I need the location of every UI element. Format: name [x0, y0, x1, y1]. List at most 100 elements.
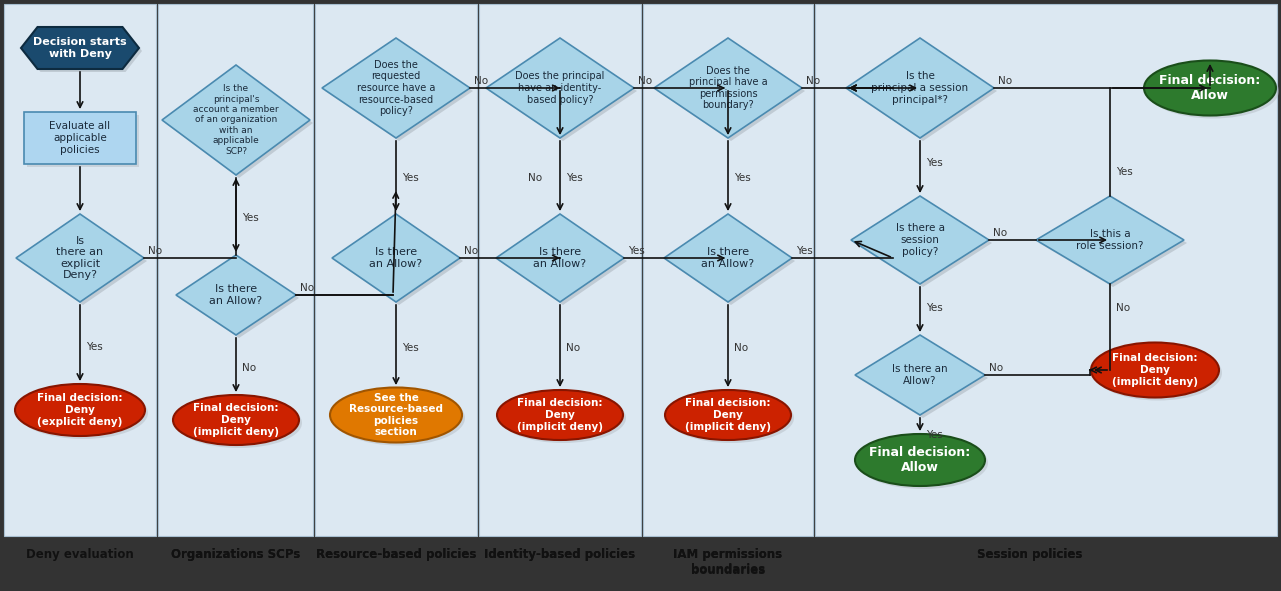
Polygon shape [489, 41, 637, 141]
Text: Is there
an Allow?: Is there an Allow? [209, 284, 263, 306]
Text: Is the
principal's
account a member
of an organization
with an
applicable
SCP?: Is the principal's account a member of a… [193, 85, 279, 155]
Text: Identity-based policies: Identity-based policies [484, 548, 635, 561]
Polygon shape [849, 41, 997, 141]
FancyBboxPatch shape [815, 4, 1277, 536]
Text: No: No [1116, 303, 1130, 313]
Text: Is the
principal a session
principal*?: Is the principal a session principal*? [871, 72, 968, 105]
Text: No: No [242, 363, 256, 373]
Text: Does the principal
have an identity-
based policy?: Does the principal have an identity- bas… [515, 72, 605, 105]
Text: Yes: Yes [566, 173, 583, 183]
Text: Final decision:
Allow: Final decision: Allow [870, 446, 971, 474]
Text: No: No [149, 246, 163, 256]
Text: Resource-based policies: Resource-based policies [316, 548, 477, 561]
Ellipse shape [175, 398, 302, 448]
Polygon shape [19, 217, 147, 305]
FancyBboxPatch shape [643, 4, 813, 536]
Polygon shape [667, 217, 796, 305]
Text: Yes: Yes [926, 158, 943, 168]
Text: Is there
an Allow?: Is there an Allow? [702, 247, 755, 269]
Polygon shape [655, 38, 802, 138]
Text: Does the
principal have a
permissions
boundary?: Does the principal have a permissions bo… [689, 66, 767, 111]
Polygon shape [858, 338, 988, 418]
FancyBboxPatch shape [24, 112, 136, 164]
Polygon shape [332, 214, 460, 302]
Text: Is there
an Allow?: Is there an Allow? [533, 247, 587, 269]
Text: No: No [734, 343, 748, 353]
Text: No: No [638, 76, 652, 86]
Ellipse shape [1146, 63, 1278, 119]
Text: IAM permissions
boundaries: IAM permissions boundaries [674, 548, 783, 576]
Ellipse shape [665, 390, 790, 440]
Text: No: No [806, 76, 820, 86]
Polygon shape [496, 214, 624, 302]
Ellipse shape [173, 395, 298, 445]
Text: Session policies: Session policies [977, 548, 1082, 561]
Text: Yes: Yes [628, 246, 644, 256]
Text: Final decision:
Allow: Final decision: Allow [1159, 74, 1261, 102]
Polygon shape [24, 30, 142, 72]
Text: No: No [528, 173, 542, 183]
Polygon shape [845, 38, 994, 138]
Text: Yes: Yes [242, 213, 259, 223]
Text: See the
Resource-based
policies
section: See the Resource-based policies section [348, 392, 443, 437]
FancyBboxPatch shape [4, 4, 156, 536]
Text: Yes: Yes [402, 343, 419, 353]
Text: Resource-based policies: Resource-based policies [316, 548, 477, 561]
Polygon shape [175, 255, 296, 335]
Text: Final decision:
Deny
(implicit deny): Final decision: Deny (implicit deny) [1112, 353, 1198, 387]
Ellipse shape [667, 393, 794, 443]
FancyBboxPatch shape [158, 4, 313, 536]
Polygon shape [165, 68, 313, 178]
Text: IAM permissions
boundaries: IAM permissions boundaries [674, 548, 783, 577]
Text: Evaluate all
applicable
policies: Evaluate all applicable policies [50, 121, 110, 155]
Polygon shape [1039, 199, 1187, 287]
Polygon shape [325, 41, 473, 141]
Polygon shape [664, 214, 792, 302]
Text: Final decision:
Deny
(explicit deny): Final decision: Deny (explicit deny) [37, 394, 123, 427]
Polygon shape [851, 196, 989, 284]
Text: No: No [464, 246, 478, 256]
Ellipse shape [854, 434, 985, 486]
Polygon shape [657, 41, 804, 141]
Text: Identity-based policies: Identity-based policies [484, 548, 635, 561]
Ellipse shape [15, 384, 145, 436]
FancyBboxPatch shape [27, 115, 140, 167]
Text: Is there an
Allow?: Is there an Allow? [892, 364, 948, 386]
Polygon shape [336, 217, 462, 305]
Polygon shape [161, 65, 310, 175]
Text: Is there a
session
policy?: Is there a session policy? [895, 223, 944, 256]
Polygon shape [1036, 196, 1184, 284]
Polygon shape [322, 38, 470, 138]
Text: Final decision:
Deny
(implicit deny): Final decision: Deny (implicit deny) [518, 398, 603, 431]
Text: Is
there an
explicit
Deny?: Is there an explicit Deny? [56, 236, 104, 280]
Text: Yes: Yes [926, 430, 943, 440]
Text: Yes: Yes [1116, 167, 1132, 177]
FancyBboxPatch shape [315, 4, 477, 536]
Ellipse shape [1144, 60, 1276, 115]
FancyBboxPatch shape [479, 4, 640, 536]
Polygon shape [500, 217, 626, 305]
Polygon shape [854, 199, 991, 287]
Text: Yes: Yes [796, 246, 812, 256]
Ellipse shape [330, 388, 462, 443]
Text: No: No [998, 76, 1012, 86]
Ellipse shape [497, 390, 623, 440]
Polygon shape [179, 258, 298, 338]
Text: Organizations SCPs: Organizations SCPs [172, 548, 301, 561]
Polygon shape [854, 335, 985, 415]
Text: Yes: Yes [734, 173, 751, 183]
Text: Is there
an Allow?: Is there an Allow? [369, 247, 423, 269]
Text: No: No [993, 228, 1007, 238]
Text: Deny evaluation: Deny evaluation [26, 548, 135, 561]
Ellipse shape [18, 387, 149, 439]
Ellipse shape [333, 391, 465, 446]
Text: No: No [566, 343, 580, 353]
Text: Yes: Yes [402, 173, 419, 183]
Text: No: No [300, 283, 314, 293]
Text: Is this a
role session?: Is this a role session? [1076, 229, 1144, 251]
Text: Final decision:
Deny
(implicit deny): Final decision: Deny (implicit deny) [685, 398, 771, 431]
Text: Final decision:
Deny
(implicit deny): Final decision: Deny (implicit deny) [193, 404, 279, 437]
Ellipse shape [1094, 346, 1222, 401]
Text: No: No [474, 76, 488, 86]
Ellipse shape [500, 393, 626, 443]
